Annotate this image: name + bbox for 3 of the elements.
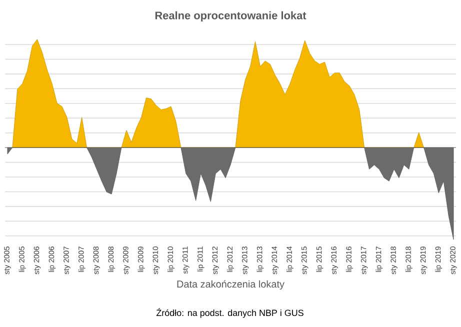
chart-title: Realne oprocentowanie lokat [155, 11, 306, 22]
x-axis-title: Data zakończenia lokaty [177, 280, 284, 290]
text: Źródło: na podst. danych NBP i GUS [156, 308, 304, 318]
